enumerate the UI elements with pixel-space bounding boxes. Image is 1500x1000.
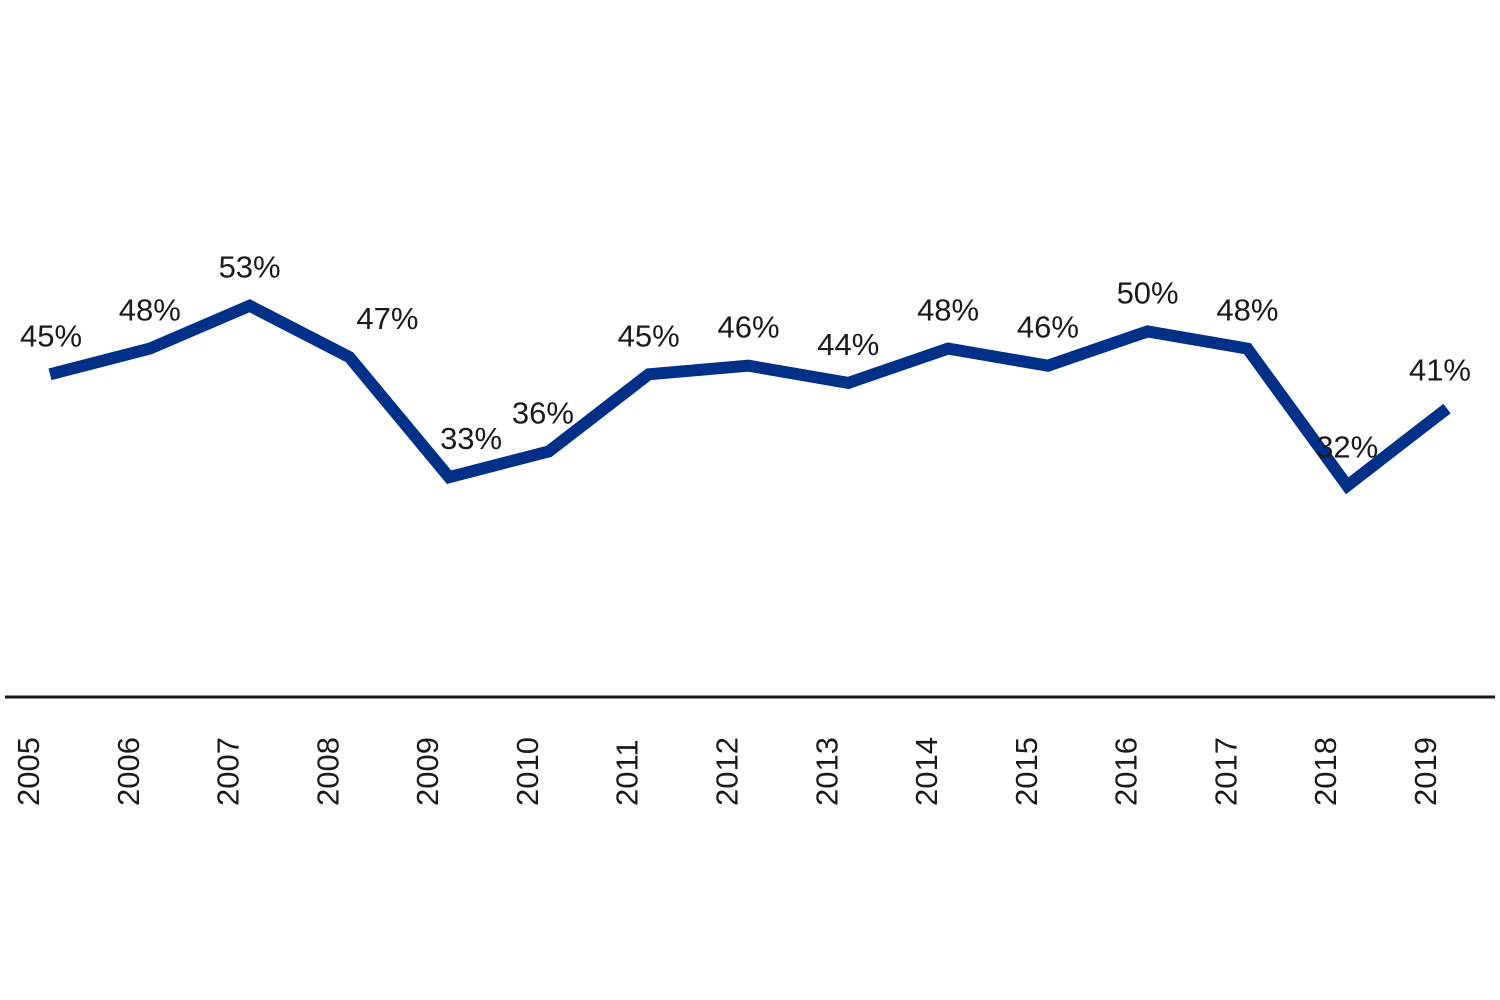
x-tick-labels: 2005 2006 2007 2008 2009 2010 2011 2012 2013 2014… <box>11 737 1443 806</box>
data-label-2014: 48% <box>917 293 979 328</box>
x-tick-label-2016: 2016 <box>1109 737 1144 806</box>
data-label-2009: 33% <box>440 421 502 456</box>
data-label-2010: 36% <box>512 395 574 430</box>
x-tick-label-2015: 2015 <box>1009 737 1044 806</box>
series-line <box>48 299 1451 495</box>
data-label-2007: 53% <box>219 250 281 285</box>
data-label-2017: 48% <box>1216 293 1278 328</box>
x-tick-label-2014: 2014 <box>909 737 944 806</box>
data-label-2008: 47% <box>356 301 418 336</box>
x-tick-label-2019: 2019 <box>1408 737 1443 806</box>
data-label-2015: 46% <box>1017 310 1079 345</box>
x-tick-label-2009: 2009 <box>410 737 445 806</box>
x-tick-label-2007: 2007 <box>211 737 246 806</box>
x-tick-label-2018: 2018 <box>1308 737 1343 806</box>
data-label-2016: 50% <box>1117 275 1179 310</box>
data-label-2005: 45% <box>20 318 82 353</box>
x-tick-label-2012: 2012 <box>710 737 745 806</box>
x-tick-label-2011: 2011 <box>610 739 645 806</box>
data-label-2006: 48% <box>119 293 181 328</box>
data-label-2018: 32% <box>1316 430 1378 465</box>
x-tick-label-2010: 2010 <box>510 737 545 806</box>
data-label-2019: 41% <box>1409 353 1471 388</box>
x-tick-label-2006: 2006 <box>111 737 146 806</box>
data-labels: 45% 48% 53% 47% 33% 36% 45% 46% 44% 48% 46% 50% 48% 3… <box>20 250 1471 465</box>
data-label-2011: 45% <box>618 318 680 353</box>
x-tick-label-2005: 2005 <box>11 737 46 806</box>
data-label-2013: 44% <box>817 327 879 362</box>
x-tick-label-2013: 2013 <box>809 737 844 806</box>
data-label-2012: 46% <box>717 310 779 345</box>
x-tick-label-2017: 2017 <box>1208 737 1243 806</box>
x-tick-label-2008: 2008 <box>310 737 345 806</box>
